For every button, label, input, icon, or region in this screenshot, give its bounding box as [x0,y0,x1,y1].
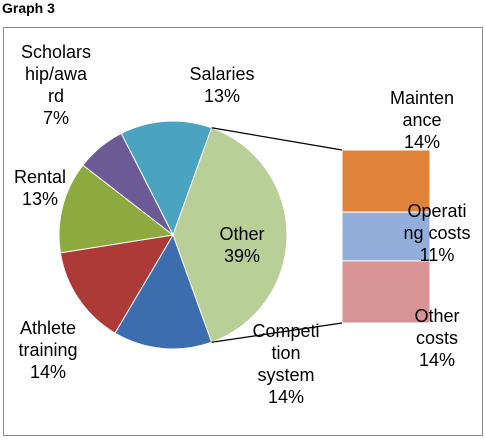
connector-line-bottom [211,322,343,343]
connector-line-top [211,127,343,151]
pie-slice-scholarship-award [82,132,174,236]
pie-label-salaries: Salaries 13% [189,64,254,106]
bar-label-maintenance: Mainten ance 14% [390,88,454,152]
pie-label-athletetraining: Athlete training 14% [18,318,77,382]
pie-slice-competitionsystem [114,233,213,350]
bar-segment-maintenance [341,149,431,213]
pie-slice-athletetraining [59,234,174,334]
pie-label-competitionsystem: Competi tion system 14% [252,321,319,407]
graph-title: Graph 3 [2,0,55,16]
pie-slice-salaries [120,120,213,237]
bar-segment-operating-costs [341,211,431,262]
bar-segment-othercosts [341,260,431,324]
pie-label-scholarship-award: Scholars hip/awa rd 7% [21,42,91,128]
pie-label-rental: Rental 13% [14,167,66,209]
pie-label-other: Other 39% [219,224,264,266]
bar-label-operating-costs: Operati ng costs 11% [403,201,470,265]
pie-slice-other [172,127,288,343]
bar-label-othercosts: Other costs 14% [414,306,459,370]
pie-slice-rental [58,164,175,254]
